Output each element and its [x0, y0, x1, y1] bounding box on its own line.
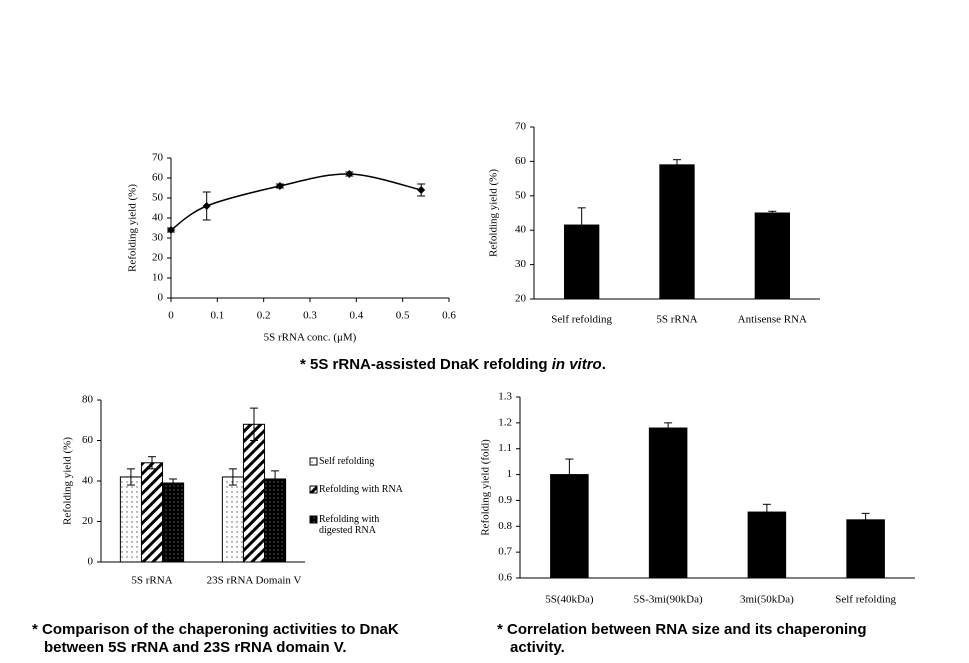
y-tick-label: 0.7	[498, 546, 512, 558]
legend-swatch	[309, 515, 318, 524]
legend-swatch	[309, 485, 318, 494]
y-axis-label: Refolding yield (%)	[488, 169, 500, 257]
y-tick-label: 1.1	[498, 442, 512, 454]
y-tick-label: 70	[152, 152, 164, 164]
y-tick-label: 0.6	[498, 572, 512, 584]
marker	[202, 202, 211, 210]
y-tick-label: 80	[82, 394, 94, 406]
legend-label: Self refolding	[319, 456, 375, 467]
bar	[659, 164, 695, 300]
y-tick-label: 30	[152, 232, 164, 244]
y-tick-label: 20	[82, 515, 94, 527]
bar	[119, 476, 142, 563]
bar	[140, 462, 164, 563]
line	[170, 173, 422, 231]
marker	[345, 170, 354, 178]
x-tick-label: 5S rRNA	[131, 575, 172, 587]
caption-end: .	[602, 356, 606, 373]
caption: activity.	[510, 639, 565, 656]
y-tick-label: 50	[152, 192, 164, 204]
y-tick-label: 60	[152, 172, 164, 184]
x-tick-label: 0	[168, 310, 174, 322]
x-tick-label: 3mi(50kDa)	[740, 594, 794, 606]
x-tick-label: Self refolding	[835, 594, 896, 606]
marker	[167, 226, 175, 234]
x-tick-label: 0.3	[303, 310, 317, 322]
y-tick-label: 20	[515, 293, 527, 305]
bar	[648, 427, 688, 579]
x-tick-label: 5S(40kDa)	[545, 594, 594, 606]
x-tick-label: 0.4	[349, 310, 363, 322]
bar	[242, 423, 266, 563]
y-tick-label: 1.3	[498, 391, 512, 403]
y-tick-label: 60	[82, 434, 94, 446]
y-tick-label: 70	[515, 121, 527, 133]
y-tick-label: 1	[507, 468, 513, 480]
x-tick-label: 23S rRNA Domain V	[207, 575, 302, 587]
y-axis-label: Refolding yield (fold)	[480, 439, 492, 536]
legend-label: Refolding with digested RNA	[319, 514, 380, 536]
x-tick-label: Self refolding	[551, 314, 612, 326]
y-tick-label: 40	[82, 475, 94, 487]
x-tick-label: Antisense RNA	[738, 314, 807, 326]
y-tick-label: 0.9	[498, 494, 512, 506]
bar	[846, 519, 885, 579]
caption-text: * 5S rRNA-assisted DnaK refolding	[300, 356, 552, 373]
y-tick-label: 20	[152, 252, 164, 264]
bar	[747, 511, 787, 579]
x-tick-label: 5S-3mi(90kDa)	[634, 594, 703, 606]
legend-label: Refolding with RNA	[319, 484, 403, 495]
bar	[221, 476, 244, 563]
y-tick-label: 0.8	[498, 520, 512, 532]
y-tick-label: 0	[158, 292, 164, 304]
y-tick-label: 60	[515, 155, 527, 167]
bar	[754, 212, 790, 300]
legend-swatch	[309, 457, 318, 466]
caption: between 5S rRNA and 23S rRNA domain V.	[44, 639, 347, 656]
bar	[162, 482, 185, 563]
bar	[264, 478, 287, 563]
y-tick-label: 50	[515, 189, 527, 201]
caption: * Correlation between RNA size and its c…	[497, 621, 867, 638]
y-axis-label: Refolding yield (%)	[62, 437, 74, 525]
caption: * 5S rRNA-assisted DnaK refolding in vit…	[300, 356, 606, 373]
x-axis-label: 5S rRNA conc. (μM)	[264, 332, 357, 344]
y-tick-label: 10	[152, 272, 164, 284]
caption: * Comparison of the chaperoning activiti…	[32, 621, 399, 638]
y-tick-label: 40	[152, 212, 164, 224]
marker	[275, 182, 284, 190]
x-tick-label: 0.6	[442, 310, 456, 322]
x-tick-label: 5S rRNA	[656, 314, 697, 326]
y-tick-label: 30	[515, 258, 527, 270]
x-tick-label: 0.5	[396, 310, 410, 322]
y-tick-label: 0	[88, 556, 94, 568]
y-axis-label: Refolding yield (%)	[127, 184, 139, 272]
y-tick-label: 1.2	[498, 416, 512, 428]
marker	[417, 186, 426, 194]
y-tick-label: 40	[515, 224, 527, 236]
bar	[550, 474, 589, 579]
x-tick-label: 0.1	[210, 310, 224, 322]
caption-italic: in vitro	[552, 356, 602, 373]
x-tick-label: 0.2	[257, 310, 271, 322]
